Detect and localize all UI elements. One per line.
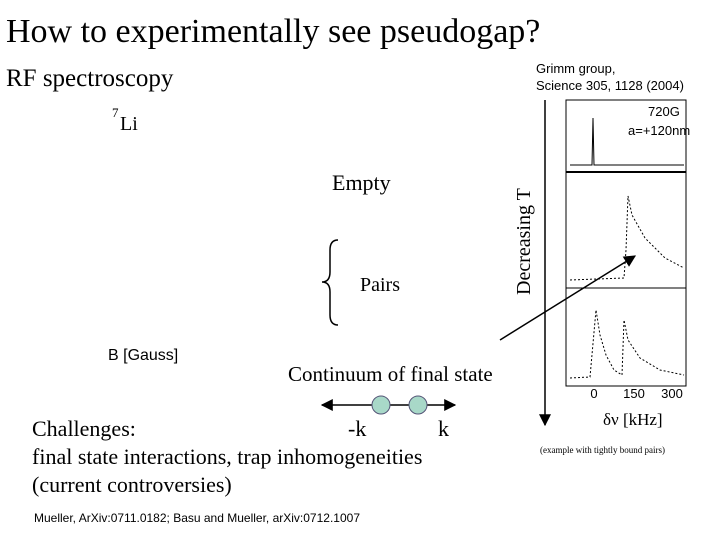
reference-line: Science 305, 1128 (2004)	[536, 78, 684, 93]
x-tick-label: 150	[623, 386, 645, 401]
particle	[371, 395, 391, 415]
isotope-element: Li	[120, 113, 138, 135]
panel-label: 720G	[648, 104, 680, 119]
citation: Mueller, ArXiv:0711.0182; Basu and Muell…	[34, 511, 360, 525]
isotope-mass: 7	[112, 105, 119, 120]
brace	[321, 239, 339, 326]
continuum-label: Continuum of final state	[288, 362, 493, 386]
pointer-arrow	[499, 255, 637, 341]
axis-label: Decreasing T	[513, 188, 535, 295]
momentum-label: k	[438, 416, 449, 441]
panel-label: a=+120nm	[628, 123, 690, 138]
note: (example with tightly bound pairs)	[540, 445, 665, 455]
x-tick-label: 0	[590, 386, 597, 401]
momentum-label: -k	[348, 416, 366, 441]
level-label: Pairs	[360, 274, 400, 296]
x-tick-label: 300	[661, 386, 683, 401]
challenge-line: (current controversies)	[32, 472, 232, 497]
spectrum-panels	[565, 99, 687, 387]
particle	[408, 395, 428, 415]
axis-label: δν [kHz]	[603, 410, 663, 429]
challenge-line: Challenges:	[32, 416, 136, 441]
axis-label: B [Gauss]	[108, 347, 178, 364]
challenge-line: final state interactions, trap inhomogen…	[32, 444, 422, 469]
reference-line: Grimm group,	[536, 61, 615, 76]
subtitle: RF spectroscopy	[6, 65, 174, 92]
title: How to experimentally see pseudogap?	[6, 13, 540, 50]
level-label: Empty	[332, 170, 391, 195]
